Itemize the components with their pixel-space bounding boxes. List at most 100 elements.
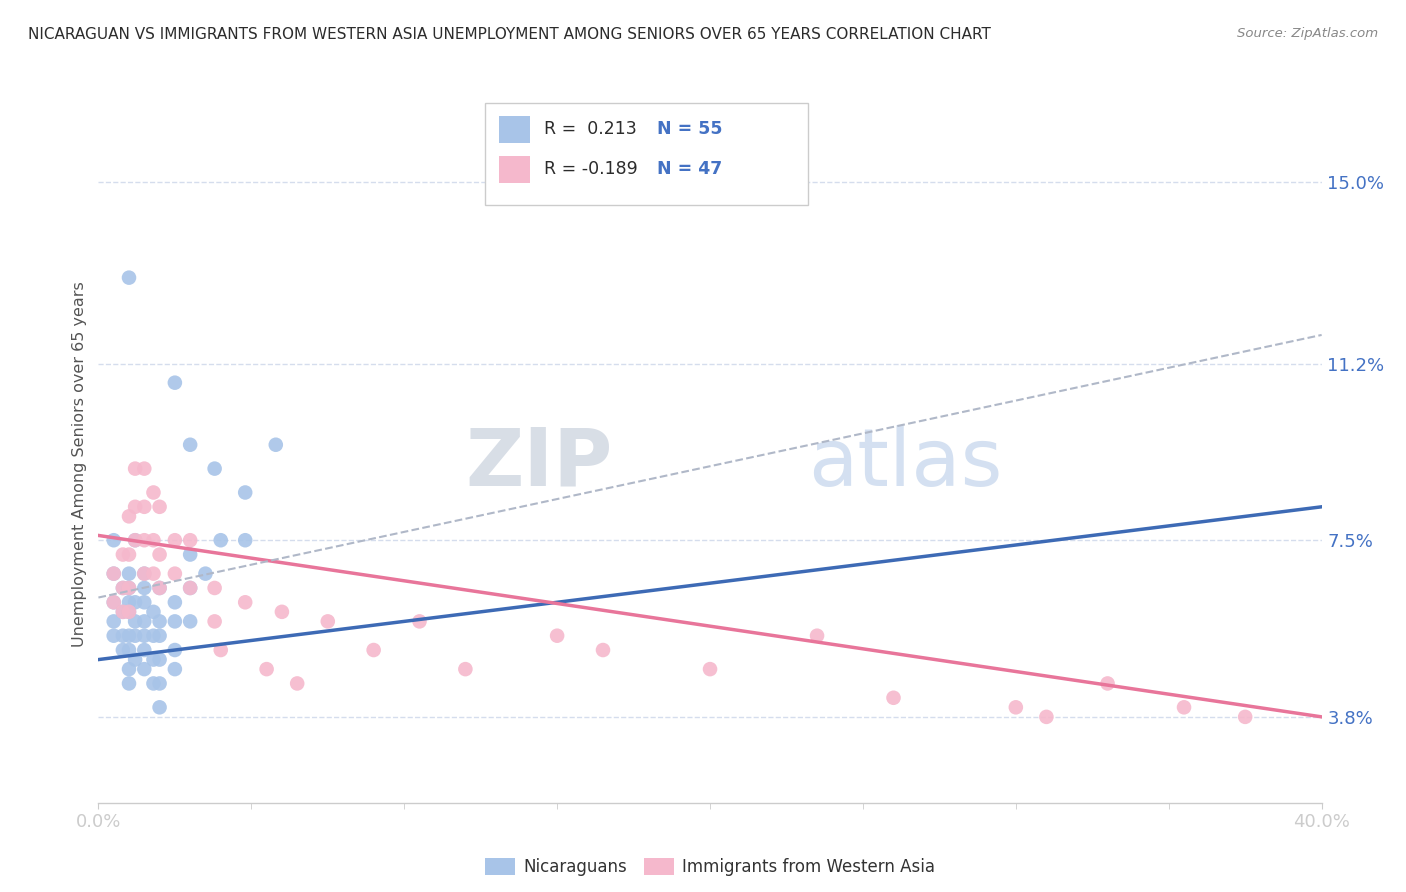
- Point: [163, 566, 186, 581]
- Point: [142, 533, 165, 548]
- Point: [149, 652, 172, 666]
- Point: [124, 615, 146, 629]
- Text: Source: ZipAtlas.com: Source: ZipAtlas.com: [1237, 27, 1378, 40]
- Point: [699, 662, 721, 676]
- Point: [806, 629, 828, 643]
- Point: [179, 533, 201, 548]
- Point: [134, 581, 156, 595]
- Point: [103, 533, 125, 548]
- Point: [883, 690, 905, 705]
- Point: [270, 605, 292, 619]
- Point: [363, 643, 385, 657]
- Point: [204, 615, 226, 629]
- Point: [233, 485, 256, 500]
- Point: [134, 533, 156, 548]
- Point: [194, 566, 217, 581]
- Point: [118, 605, 141, 619]
- Point: [124, 595, 146, 609]
- Point: [179, 615, 201, 629]
- Point: [163, 643, 186, 657]
- Point: [592, 643, 614, 657]
- Point: [103, 629, 125, 643]
- Point: [149, 581, 172, 595]
- Text: atlas: atlas: [808, 425, 1002, 503]
- Point: [111, 605, 134, 619]
- Point: [134, 595, 156, 609]
- Text: R =  0.213: R = 0.213: [544, 120, 637, 138]
- Point: [134, 662, 156, 676]
- Point: [103, 566, 125, 581]
- Point: [149, 581, 172, 595]
- Point: [209, 533, 232, 548]
- Point: [285, 676, 308, 690]
- Point: [111, 581, 134, 595]
- Text: N = 55: N = 55: [657, 120, 723, 138]
- Point: [134, 615, 156, 629]
- Point: [124, 533, 146, 548]
- Point: [134, 643, 156, 657]
- Point: [454, 662, 477, 676]
- Point: [1097, 676, 1119, 690]
- Point: [103, 595, 125, 609]
- Point: [124, 533, 146, 548]
- Point: [118, 662, 141, 676]
- Point: [256, 662, 278, 676]
- Point: [118, 581, 141, 595]
- Point: [1035, 710, 1057, 724]
- Point: [1004, 700, 1026, 714]
- Point: [264, 438, 287, 452]
- Point: [134, 629, 156, 643]
- Point: [124, 461, 146, 475]
- Point: [118, 270, 141, 285]
- Point: [118, 581, 141, 595]
- Legend: Nicaraguans, Immigrants from Western Asia: Nicaraguans, Immigrants from Western Asi…: [478, 851, 942, 882]
- Point: [179, 581, 201, 595]
- Point: [163, 615, 186, 629]
- Point: [134, 461, 156, 475]
- Point: [149, 548, 172, 562]
- Point: [163, 595, 186, 609]
- Point: [149, 676, 172, 690]
- Point: [142, 485, 165, 500]
- Point: [103, 595, 125, 609]
- Point: [118, 548, 141, 562]
- Point: [124, 652, 146, 666]
- Point: [316, 615, 339, 629]
- Point: [233, 595, 256, 609]
- Point: [142, 605, 165, 619]
- Point: [103, 615, 125, 629]
- Point: [209, 643, 232, 657]
- Point: [149, 615, 172, 629]
- Point: [118, 676, 141, 690]
- Point: [546, 629, 568, 643]
- Point: [204, 461, 226, 475]
- Point: [134, 566, 156, 581]
- Point: [1234, 710, 1257, 724]
- Point: [111, 605, 134, 619]
- Point: [408, 615, 430, 629]
- Point: [118, 629, 141, 643]
- Point: [124, 500, 146, 514]
- Point: [149, 500, 172, 514]
- Point: [118, 643, 141, 657]
- Point: [179, 548, 201, 562]
- Point: [134, 500, 156, 514]
- Point: [118, 509, 141, 524]
- Point: [111, 643, 134, 657]
- Text: NICARAGUAN VS IMMIGRANTS FROM WESTERN ASIA UNEMPLOYMENT AMONG SENIORS OVER 65 YE: NICARAGUAN VS IMMIGRANTS FROM WESTERN AS…: [28, 27, 991, 42]
- Y-axis label: Unemployment Among Seniors over 65 years: Unemployment Among Seniors over 65 years: [72, 281, 87, 647]
- Point: [179, 581, 201, 595]
- Text: N = 47: N = 47: [657, 161, 721, 178]
- Point: [142, 676, 165, 690]
- Point: [118, 595, 141, 609]
- Point: [163, 376, 186, 390]
- Point: [118, 605, 141, 619]
- Point: [124, 629, 146, 643]
- Point: [142, 652, 165, 666]
- Point: [233, 533, 256, 548]
- Point: [142, 629, 165, 643]
- Text: R = -0.189: R = -0.189: [544, 161, 638, 178]
- Point: [149, 700, 172, 714]
- Point: [179, 438, 201, 452]
- Point: [111, 548, 134, 562]
